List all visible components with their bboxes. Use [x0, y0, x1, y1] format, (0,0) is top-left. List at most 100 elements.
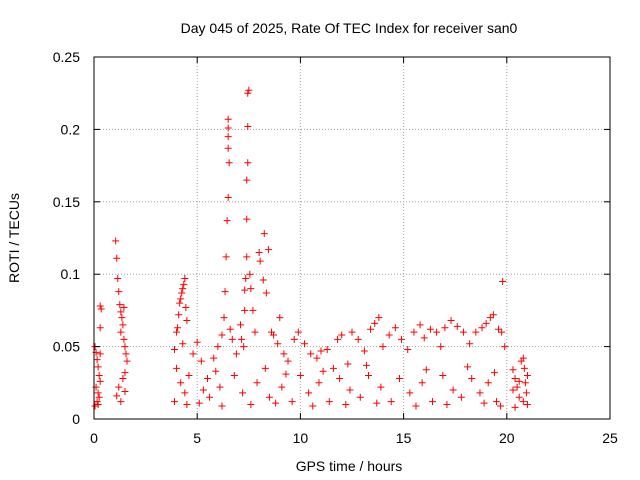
data-point [174, 324, 182, 332]
data-point [482, 319, 490, 327]
data-point [117, 308, 125, 316]
data-point [336, 374, 344, 382]
data-point [437, 343, 445, 351]
data-point [274, 340, 282, 348]
data-point [253, 379, 261, 387]
data-point [480, 399, 488, 407]
data-point [245, 86, 253, 94]
data-point [443, 401, 451, 409]
data-point [387, 398, 395, 406]
data-point [175, 311, 183, 319]
data-point [354, 335, 362, 343]
data-point [120, 335, 128, 343]
data-point [199, 386, 207, 394]
data-point [230, 372, 238, 380]
data-point [453, 322, 461, 330]
data-point [223, 217, 231, 225]
data-point [95, 393, 103, 401]
data-point [486, 314, 494, 322]
data-point [222, 253, 230, 261]
data-point [418, 379, 426, 387]
data-point [464, 363, 472, 371]
data-point [173, 364, 181, 372]
data-point [261, 364, 269, 372]
data-point [256, 257, 264, 265]
data-point [117, 398, 125, 406]
data-point [93, 356, 101, 364]
x-tick-label: 0 [90, 430, 98, 446]
data-point [204, 374, 212, 382]
data-point [294, 328, 302, 336]
data-point [290, 335, 298, 343]
data-point [121, 387, 129, 395]
data-point [177, 379, 185, 387]
data-point [226, 325, 234, 333]
data-point [121, 369, 129, 377]
data-point [466, 340, 474, 348]
data-point [329, 364, 337, 372]
data-point [377, 383, 385, 391]
data-point [224, 124, 232, 132]
data-point [398, 335, 406, 343]
data-point [317, 347, 325, 355]
data-point [309, 402, 317, 410]
data-point [282, 370, 290, 378]
data-point [216, 383, 224, 391]
data-point [497, 402, 505, 410]
data-point [495, 325, 503, 333]
y-tick-labels: 0 0.05 0.1 0.15 0.2 0.25 [53, 49, 80, 427]
data-point [173, 328, 181, 336]
data-point [170, 398, 178, 406]
data-point [243, 176, 251, 184]
data-point [265, 393, 273, 401]
axis-ticks [93, 56, 611, 420]
data-point [288, 398, 296, 406]
data-point [182, 304, 190, 312]
data-point [241, 306, 249, 314]
data-point [117, 328, 125, 336]
data-point [519, 398, 527, 406]
data-point [523, 372, 531, 380]
data-point [323, 345, 331, 353]
data-point [238, 335, 246, 343]
data-point [221, 288, 229, 296]
data-point [119, 374, 127, 382]
data-point [509, 366, 517, 374]
data-point [449, 386, 457, 394]
x-axis-label: GPS time / hours [296, 458, 403, 474]
data-point [240, 343, 248, 351]
y-tick-label: 0 [72, 411, 80, 427]
x-tick-labels: 0 5 10 15 20 25 [90, 430, 618, 446]
data-point [218, 331, 226, 339]
data-point [224, 193, 232, 201]
data-point [178, 289, 186, 297]
grid-lines [94, 57, 610, 419]
data-point [113, 392, 121, 400]
data-point [313, 354, 321, 362]
data-point [224, 133, 232, 141]
data-point [251, 328, 259, 336]
data-point [406, 389, 414, 397]
data-point [116, 301, 124, 309]
data-point [123, 357, 131, 365]
data-point [422, 366, 430, 374]
data-point [114, 275, 122, 283]
data-point [428, 398, 436, 406]
data-point [94, 363, 102, 371]
data-point [243, 253, 251, 261]
data-point [276, 314, 284, 322]
data-point [264, 246, 272, 254]
data-point [513, 383, 521, 391]
data-point [195, 399, 203, 407]
data-point [515, 377, 523, 385]
data-point [484, 379, 492, 387]
data-point [218, 402, 226, 410]
data-point [122, 350, 130, 358]
data-point [315, 379, 323, 387]
data-point [519, 354, 527, 362]
data-point [404, 345, 412, 353]
data-point [371, 319, 379, 327]
data-point [416, 321, 424, 329]
x-tick-label: 25 [602, 430, 618, 446]
